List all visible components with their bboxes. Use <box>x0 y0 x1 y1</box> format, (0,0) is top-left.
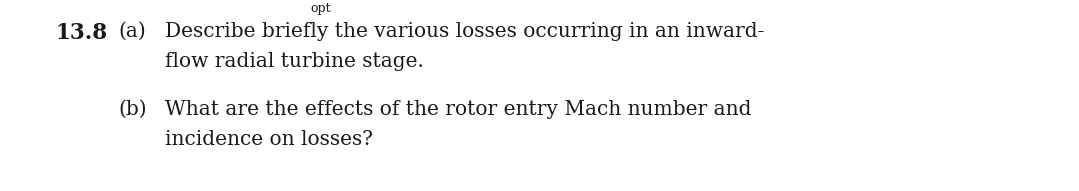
Text: flow radial turbine stage.: flow radial turbine stage. <box>165 52 424 71</box>
Text: opt: opt <box>310 2 330 15</box>
Text: What are the effects of the rotor entry Mach number and: What are the effects of the rotor entry … <box>165 100 751 119</box>
Text: 13.8: 13.8 <box>55 22 107 44</box>
Text: (b): (b) <box>118 100 147 119</box>
Text: (a): (a) <box>118 22 146 41</box>
Text: incidence on losses?: incidence on losses? <box>165 130 373 149</box>
Text: Describe briefly the various losses occurring in an inward-: Describe briefly the various losses occu… <box>165 22 764 41</box>
